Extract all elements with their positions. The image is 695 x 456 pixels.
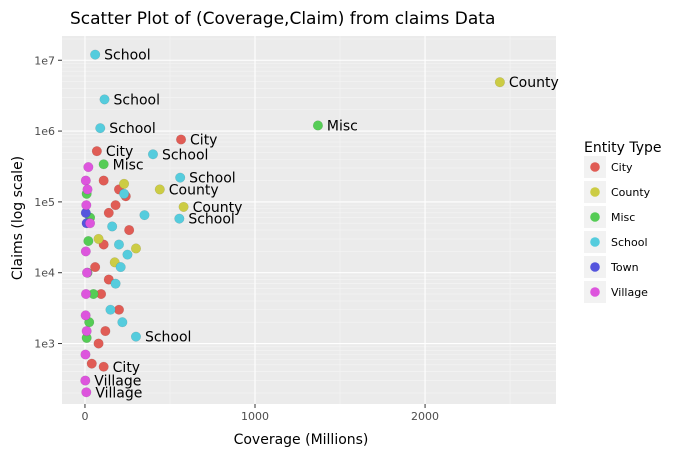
point-village [82, 184, 93, 195]
point-village [80, 310, 91, 321]
point-label: City [106, 144, 133, 160]
point-city [110, 200, 121, 211]
point-school [174, 213, 185, 224]
point-label: Misc [327, 118, 358, 134]
point-school [117, 317, 128, 328]
point-city [93, 338, 104, 349]
point-village [83, 162, 94, 173]
legend-title: Entity Type [584, 140, 661, 156]
point-village [80, 375, 91, 386]
y-axis-ticks: 1e3 1e4 1e5 1e6 1e7 [34, 54, 62, 351]
point-school [139, 210, 150, 221]
point-school [107, 221, 118, 232]
point-county [130, 243, 142, 254]
point-county [154, 184, 165, 195]
y-tick-label: 1e3 [34, 338, 55, 351]
y-axis-label: Claims (log scale) [10, 156, 26, 280]
point-school [175, 172, 186, 183]
point-school [99, 94, 110, 105]
point-school [130, 331, 142, 342]
chart-title: Scatter Plot of (Coverage,Claim) from cl… [70, 9, 495, 29]
y-tick-label: 1e4 [34, 267, 55, 280]
point-county [178, 201, 189, 212]
point-label: School [104, 48, 150, 64]
legend-key-city [590, 162, 600, 172]
point-misc [98, 159, 109, 170]
point-city [98, 175, 109, 186]
point-village [81, 326, 92, 337]
point-school [122, 249, 133, 260]
legend-label-city: City [611, 161, 633, 174]
point-school [95, 123, 106, 134]
point-label: County [169, 182, 219, 198]
point-school [110, 278, 121, 289]
point-label: Misc [113, 157, 144, 173]
point-village [80, 246, 91, 257]
legend-key-village [590, 287, 600, 297]
grid-minor [62, 36, 556, 404]
point-city [175, 134, 187, 145]
x-tick-label: 0 [81, 410, 88, 423]
point-village [85, 218, 96, 229]
point-city [100, 326, 111, 337]
point-school [90, 49, 101, 60]
point-label: School [145, 330, 191, 346]
point-label: School [162, 147, 208, 163]
point-city [90, 262, 101, 273]
point-city [113, 304, 125, 315]
point-village [81, 267, 93, 278]
point-misc [312, 120, 323, 131]
legend: Entity Type City County Misc School Town Vill… [584, 140, 661, 303]
x-tick-label: 2000 [411, 410, 439, 423]
point-village [80, 175, 91, 186]
legend-label-misc: Misc [611, 211, 635, 224]
y-tick-label: 1e5 [34, 196, 55, 209]
point-city [124, 225, 135, 236]
point-city [86, 358, 97, 369]
point-school [147, 149, 159, 160]
point-school [119, 188, 130, 199]
point-school [105, 304, 116, 315]
plot-panel [62, 36, 556, 404]
legend-key-school [590, 237, 600, 247]
data-points [80, 49, 505, 398]
point-label: County [509, 75, 559, 91]
point-labels: City City City County County County Misc Misc Sc… [94, 48, 558, 402]
legend-label-school: School [611, 236, 648, 249]
point-county [93, 233, 104, 244]
point-label: Village [94, 374, 141, 390]
legend-key-town [590, 262, 600, 272]
point-label: City [113, 360, 140, 376]
y-tick-label: 1e6 [34, 125, 55, 138]
legend-label-county: County [611, 186, 651, 199]
point-label: School [109, 121, 155, 137]
point-city [103, 207, 114, 218]
point-village [81, 200, 92, 211]
point-label: School [189, 171, 235, 187]
point-county [494, 77, 505, 88]
point-village [80, 349, 91, 360]
point-label: School [114, 92, 160, 108]
legend-label-town: Town [610, 261, 639, 274]
point-city [91, 146, 102, 157]
point-label: Village [95, 385, 142, 401]
x-axis-label: Coverage (Millions) [234, 432, 369, 448]
point-label: County [193, 200, 243, 216]
legend-key-misc [590, 212, 600, 222]
point-misc [83, 235, 94, 247]
point-school [113, 239, 125, 250]
point-city [98, 361, 109, 372]
y-tick-label: 1e7 [34, 54, 55, 67]
legend-label-village: Village [611, 286, 648, 299]
point-label: School [188, 212, 234, 228]
point-label: City [190, 133, 217, 149]
x-tick-label: 1000 [241, 410, 269, 423]
legend-key-county [590, 187, 600, 197]
x-axis-ticks: 0 1000 2000 [81, 404, 439, 423]
point-village [80, 288, 92, 300]
point-school [115, 262, 126, 273]
point-county [119, 178, 130, 189]
point-village [81, 387, 92, 398]
